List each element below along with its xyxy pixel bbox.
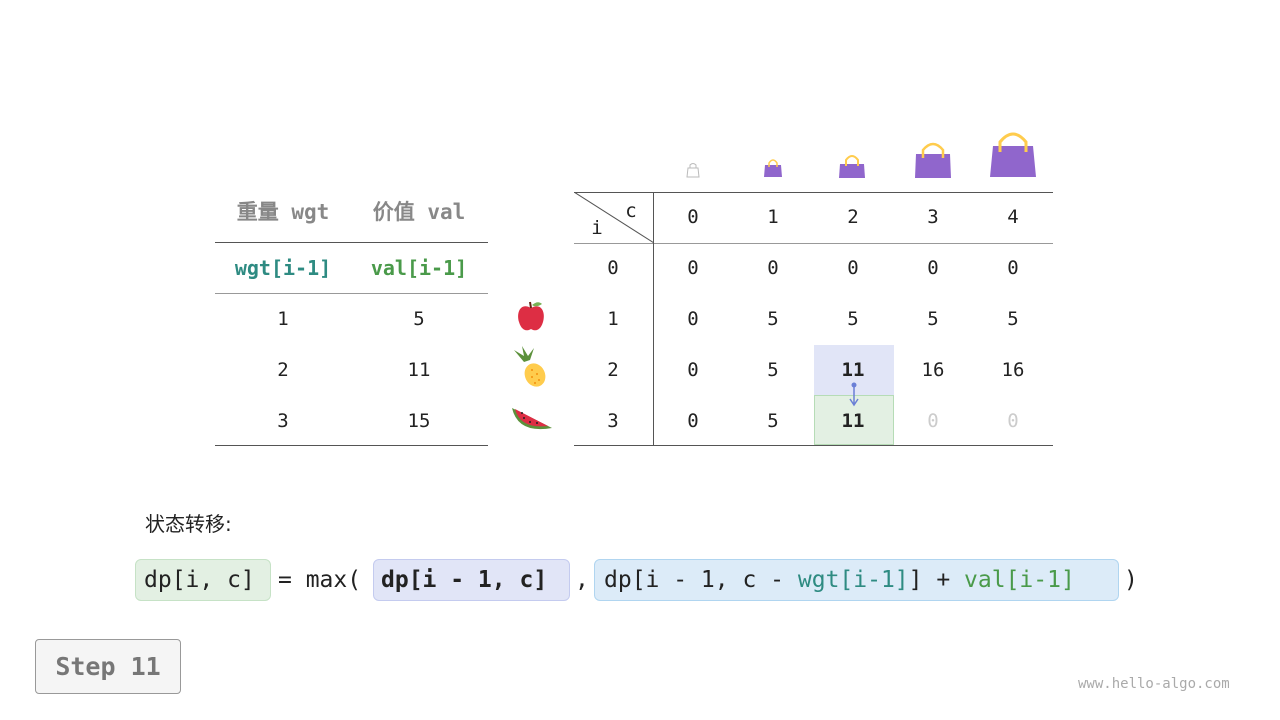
bag-icon-empty bbox=[686, 163, 700, 178]
dp-cell: 0 bbox=[927, 410, 939, 432]
dp-cell: 16 bbox=[1001, 359, 1025, 381]
bag-icon-1 bbox=[764, 159, 782, 177]
formula-option-skip: dp[i - 1, c] bbox=[381, 567, 548, 593]
dp-cell: 16 bbox=[921, 359, 945, 381]
wgt-cell: 1 bbox=[277, 308, 289, 330]
dp-cell: 5 bbox=[847, 308, 859, 330]
header-value: 价值 val bbox=[372, 200, 466, 224]
dp-cell: 0 bbox=[1007, 257, 1019, 279]
wgt-cell: 3 bbox=[277, 410, 289, 432]
col-header-c0: 0 bbox=[687, 206, 699, 228]
dp-cell: 11 bbox=[841, 410, 865, 432]
watermark: www.hello-algo.com bbox=[1078, 676, 1230, 692]
col-header-c1: 1 bbox=[767, 206, 779, 228]
formula-lhs: dp[i, c] bbox=[144, 567, 255, 593]
formula-comma: , bbox=[575, 567, 589, 593]
header-weight: 重量 wgt bbox=[236, 200, 330, 224]
val-cell: 15 bbox=[407, 410, 431, 432]
formula-wgt: wgt[i-1] bbox=[797, 567, 909, 593]
bag-icon-2 bbox=[839, 155, 865, 178]
formula-val: val[i-1] bbox=[964, 567, 1075, 593]
dp-cell: 0 bbox=[927, 257, 939, 279]
corner-diagonal bbox=[574, 192, 654, 244]
formula-option-take: dp[i - 1, c - wgt[i-1]] + val[i-1] bbox=[604, 567, 1075, 593]
arrow-down-icon bbox=[849, 382, 859, 407]
dp-cell: 0 bbox=[687, 308, 699, 330]
dp-cell: 0 bbox=[687, 359, 699, 381]
row-header-i1: 1 bbox=[607, 308, 619, 330]
wgt-cell: 2 bbox=[277, 359, 289, 381]
dp-cell: 5 bbox=[927, 308, 939, 330]
apple-icon bbox=[518, 301, 544, 331]
val-cell: 11 bbox=[407, 359, 431, 381]
bag-icon-3 bbox=[915, 142, 951, 178]
row-header-i2: 2 bbox=[607, 359, 619, 381]
row-header-i0: 0 bbox=[607, 257, 619, 279]
formula-take-dp: dp[i - 1, c - bbox=[604, 567, 798, 593]
pineapple-icon bbox=[514, 346, 546, 387]
dp-cell: 5 bbox=[767, 308, 779, 330]
dp-cell: 0 bbox=[687, 257, 699, 279]
dp-cell: 5 bbox=[767, 410, 779, 432]
col-header-c3: 3 bbox=[927, 206, 939, 228]
col-header-c4: 4 bbox=[1007, 206, 1019, 228]
val-cell: 5 bbox=[413, 308, 425, 330]
corner-i-label: i bbox=[591, 217, 603, 239]
corner-c-label: c bbox=[625, 200, 637, 222]
formula-close: ) bbox=[1124, 567, 1138, 593]
formula-plus: ] + bbox=[908, 567, 965, 593]
subheader-wgt: wgt[i-1] bbox=[234, 256, 332, 280]
col-header-c2: 2 bbox=[847, 206, 859, 228]
row-header-i3: 3 bbox=[607, 410, 619, 432]
dp-cell: 0 bbox=[687, 410, 699, 432]
step-button[interactable]: Step 11 bbox=[35, 639, 181, 694]
dp-cell: 0 bbox=[767, 257, 779, 279]
dp-cell: 0 bbox=[847, 257, 859, 279]
dp-cell: 11 bbox=[841, 359, 865, 381]
bag-icon-4 bbox=[990, 132, 1036, 177]
dp-cell: 5 bbox=[1007, 308, 1019, 330]
transition-label: 状态转移: bbox=[145, 512, 232, 536]
watermelon-icon bbox=[512, 408, 552, 430]
formula-max: = max( bbox=[278, 567, 362, 593]
dp-cell: 5 bbox=[767, 359, 779, 381]
subheader-val: val[i-1] bbox=[370, 256, 468, 280]
dp-cell: 0 bbox=[1007, 410, 1019, 432]
